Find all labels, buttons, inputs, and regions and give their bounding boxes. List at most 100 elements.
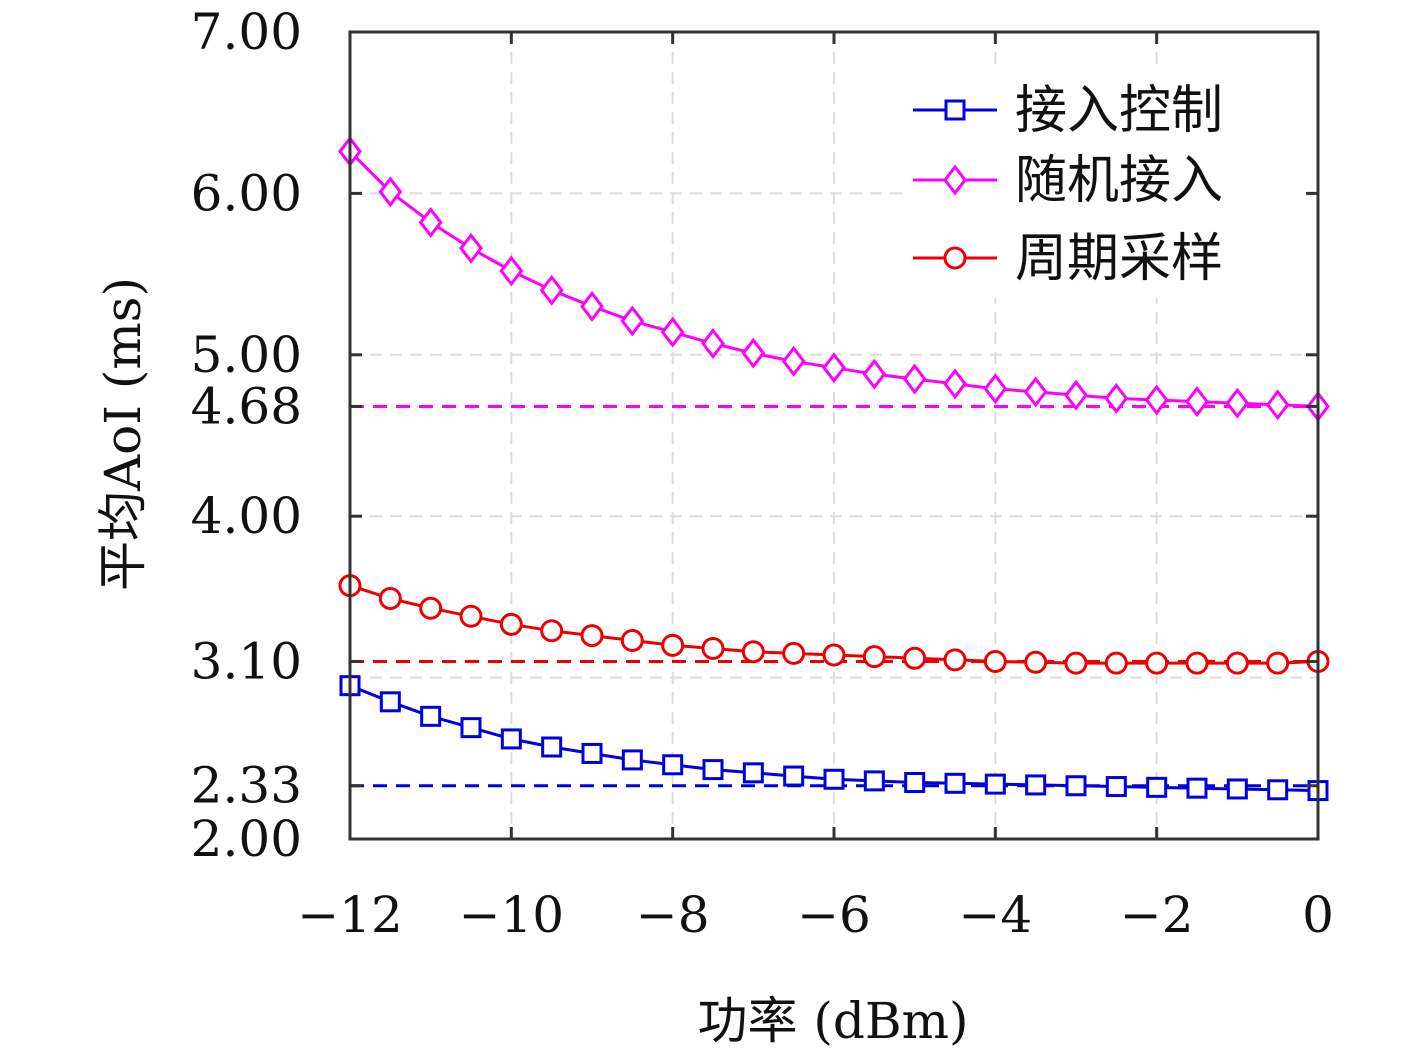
square-marker	[420, 705, 442, 727]
square-marker	[460, 717, 482, 739]
circle-marker	[701, 637, 725, 661]
legend-item-periodic-sampling: 周期采样	[913, 229, 1223, 289]
diamond-marker	[943, 368, 967, 400]
diamond-marker	[1023, 376, 1048, 408]
square-marker	[1105, 776, 1127, 798]
diamond-marker	[1064, 379, 1088, 411]
series-group	[338, 135, 1330, 802]
series-square	[339, 675, 1329, 802]
circle-marker	[741, 640, 765, 664]
diamond-marker	[781, 345, 806, 377]
diamond-marker	[378, 176, 403, 208]
square-marker	[1267, 779, 1289, 801]
diamond-marker	[1104, 382, 1129, 414]
circle-marker	[983, 649, 1007, 673]
diamond-marker	[499, 255, 524, 287]
diamond-marker	[459, 232, 483, 264]
circle-marker	[782, 641, 806, 665]
series-circle	[338, 574, 1330, 675]
square-marker	[621, 749, 643, 771]
circle-marker	[1145, 651, 1169, 675]
circle-marker	[378, 587, 402, 611]
y-tick-label: 2.33	[191, 757, 302, 815]
diamond-marker	[983, 373, 1008, 405]
circle-marker	[661, 633, 685, 657]
square-marker	[541, 736, 563, 758]
circle-marker	[540, 619, 564, 643]
circle-marker	[862, 645, 886, 669]
square-marker	[379, 691, 401, 713]
y-tick-label: 4.68	[191, 377, 302, 435]
x-tick-label: −4	[958, 886, 1032, 944]
x-tick-label: −2	[1120, 886, 1194, 944]
diamond-marker	[539, 274, 564, 306]
square-marker	[823, 768, 845, 790]
x-tick-label: −6	[797, 886, 871, 944]
square-marker	[1226, 778, 1248, 800]
circle-marker	[822, 643, 846, 667]
circle-marker	[1024, 650, 1048, 674]
y-axis-title: 平均AoI (ms)	[94, 277, 152, 591]
circle-marker	[1185, 651, 1209, 675]
legend-square-marker-icon	[944, 99, 966, 121]
x-tick-label: 0	[1302, 886, 1334, 944]
square-marker	[944, 772, 966, 794]
square-marker	[1186, 777, 1208, 799]
axis-ticks	[348, 30, 1320, 841]
circle-marker	[419, 596, 443, 620]
diamond-marker	[660, 316, 685, 348]
diamond-marker	[862, 358, 887, 390]
y-tick-label: 7.00	[191, 3, 302, 61]
y-tick-label: 3.10	[191, 632, 302, 690]
legend-label-random-access: 随机接入	[1015, 151, 1223, 211]
legend-box	[905, 70, 1305, 298]
x-tick-label: −12	[297, 886, 403, 944]
diamond-marker	[418, 206, 443, 238]
y-tick-label: 2.00	[191, 810, 302, 868]
circle-marker	[580, 624, 604, 648]
square-marker	[1065, 775, 1087, 797]
x-tick-label: −8	[636, 886, 710, 944]
diamond-marker	[701, 328, 725, 359]
square-marker	[984, 773, 1006, 795]
diamond-marker	[822, 352, 846, 384]
square-marker	[904, 772, 926, 794]
legend-item-random-access: 随机接入	[913, 151, 1223, 211]
series-diamond	[338, 135, 1330, 422]
diamond-marker	[1265, 389, 1290, 421]
square-marker	[662, 754, 684, 776]
square-marker	[1146, 776, 1168, 798]
square-marker	[863, 770, 885, 792]
square-marker	[702, 759, 724, 781]
y-tick-labels: 2.002.33 3.10 4.00 4.685.00 6.00 7.00	[191, 3, 302, 868]
legend-label-periodic-sampling: 周期采样	[1015, 229, 1223, 289]
legend: 接入控制 随机接入 周期采样	[905, 70, 1305, 298]
circle-marker	[1225, 651, 1249, 675]
legend-item-access-control: 接入控制	[913, 81, 1223, 141]
square-marker	[783, 765, 805, 787]
circle-marker	[620, 628, 644, 652]
legend-label-access-control: 接入控制	[1015, 81, 1223, 141]
x-axis-title: 功率 (dBm)	[697, 992, 968, 1050]
diamond-marker	[1225, 387, 1250, 419]
circle-marker	[1104, 651, 1128, 675]
diamond-marker	[580, 290, 604, 322]
y-tick-label: 6.00	[191, 164, 302, 222]
square-marker	[581, 742, 603, 764]
circle-marker	[903, 646, 927, 670]
diamond-marker	[1185, 386, 1209, 418]
y-tick-label: 5.00	[191, 326, 302, 384]
legend-circle-marker-icon	[943, 246, 967, 270]
diamond-marker	[741, 337, 766, 369]
y-tick-label: 4.00	[191, 487, 302, 545]
circle-marker	[1266, 651, 1290, 675]
diamond-marker	[1144, 384, 1169, 416]
x-tick-labels: −12 −10 −8 −6 −4 −2 0	[297, 886, 1334, 944]
square-marker	[742, 762, 764, 784]
circle-marker	[499, 612, 523, 636]
diamond-marker	[620, 305, 645, 337]
circle-marker	[1064, 651, 1088, 675]
diamond-marker	[902, 363, 927, 395]
circle-marker	[943, 648, 967, 672]
